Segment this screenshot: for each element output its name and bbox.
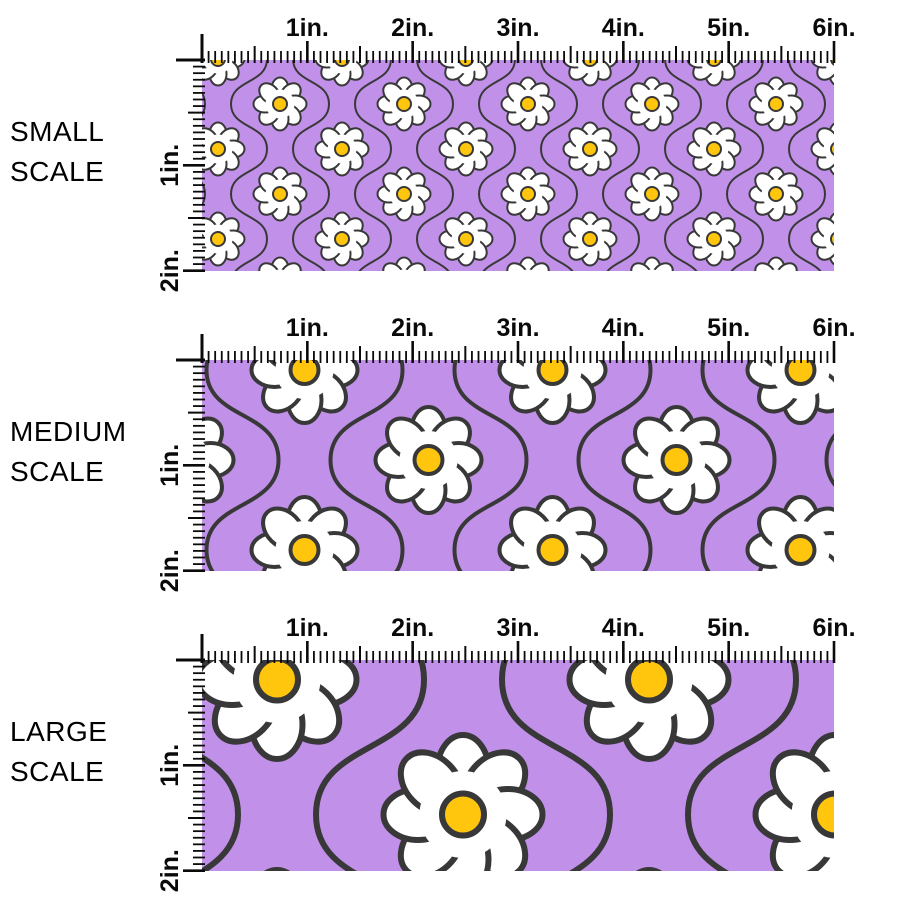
h-ruler-label-2in: 2in. [391,614,434,642]
horizontal-ruler: 1in. 2in. 3in. 4in. 5in. 6in. [200,614,856,663]
fabric-swatch-medium [202,360,834,571]
h-ruler-label-2in: 2in. [391,14,434,42]
vertical-ruler: 1in. 2in. [156,358,205,592]
h-ruler-label-5in: 5in. [707,614,750,642]
section-large-scale: LARGE SCALE 1in. 2in. 3in. 4in. 5in. 6in. 1in.… [0,600,900,900]
swatch-svg-large: 1in. 2in. 3in. 4in. 5in. 6in. 1in. 2in. [156,614,856,892]
vertical-ruler: 1in. 2in. [156,58,205,292]
h-ruler-label-3in: 3in. [496,314,539,342]
swatch-svg-small: 1in. 2in. 3in. 4in. 5in. 6in. 1in. 2in. [156,14,856,292]
h-ruler-label-5in: 5in. [707,14,750,42]
swatch-medium: 1in. 2in. 3in. 4in. 5in. 6in. 1in. 2in. [0,300,900,600]
h-ruler-label-4in: 4in. [602,314,645,342]
h-ruler-label-3in: 3in. [496,614,539,642]
section-small-scale: SMALL SCALE 1in. 2in. 3in. 4in. 5in. 6in. 1in.… [0,0,900,300]
swatch-svg-medium: 1in. 2in. 3in. 4in. 5in. 6in. 1in. 2in. [156,314,856,592]
fabric-swatch-large [202,660,834,871]
horizontal-ruler: 1in. 2in. 3in. 4in. 5in. 6in. [200,314,856,363]
horizontal-ruler: 1in. 2in. 3in. 4in. 5in. 6in. [200,14,856,63]
h-ruler-label-4in: 4in. [602,14,645,42]
h-ruler-label-6in: 6in. [812,14,855,42]
v-ruler-label-2in: 2in. [156,849,184,892]
scale-label-line1: SMALL [10,116,105,147]
scale-label-line2: SCALE [10,756,105,787]
v-ruler-label-1in: 1in. [156,144,184,187]
h-ruler-label-3in: 3in. [496,14,539,42]
scale-label-large: LARGE SCALE [10,712,107,792]
h-ruler-label-5in: 5in. [707,314,750,342]
fabric-swatch-small [202,60,834,271]
h-ruler-label-4in: 4in. [602,614,645,642]
scale-label-medium: MEDIUM SCALE [10,412,127,492]
scale-label-line2: SCALE [10,156,105,187]
v-ruler-label-1in: 1in. [156,744,184,787]
swatch-small: 1in. 2in. 3in. 4in. 5in. 6in. 1in. 2in. [0,0,900,300]
scale-label-line1: MEDIUM [10,416,127,447]
v-ruler-label-2in: 2in. [156,249,184,292]
v-ruler-label-2in: 2in. [156,549,184,592]
scale-label-line2: SCALE [10,456,105,487]
h-ruler-label-1in: 1in. [286,614,329,642]
h-ruler-label-6in: 6in. [812,314,855,342]
h-ruler-label-1in: 1in. [286,14,329,42]
section-medium-scale: MEDIUM SCALE 1in. 2in. 3in. 4in. 5in. 6in. 1in… [0,300,900,600]
h-ruler-label-2in: 2in. [391,314,434,342]
scale-label-small: SMALL SCALE [10,112,104,192]
h-ruler-label-1in: 1in. [286,314,329,342]
swatch-large: 1in. 2in. 3in. 4in. 5in. 6in. 1in. 2in. [0,600,900,900]
h-ruler-label-6in: 6in. [812,614,855,642]
vertical-ruler: 1in. 2in. [156,658,205,892]
v-ruler-label-1in: 1in. [156,444,184,487]
scale-label-line1: LARGE [10,716,108,747]
